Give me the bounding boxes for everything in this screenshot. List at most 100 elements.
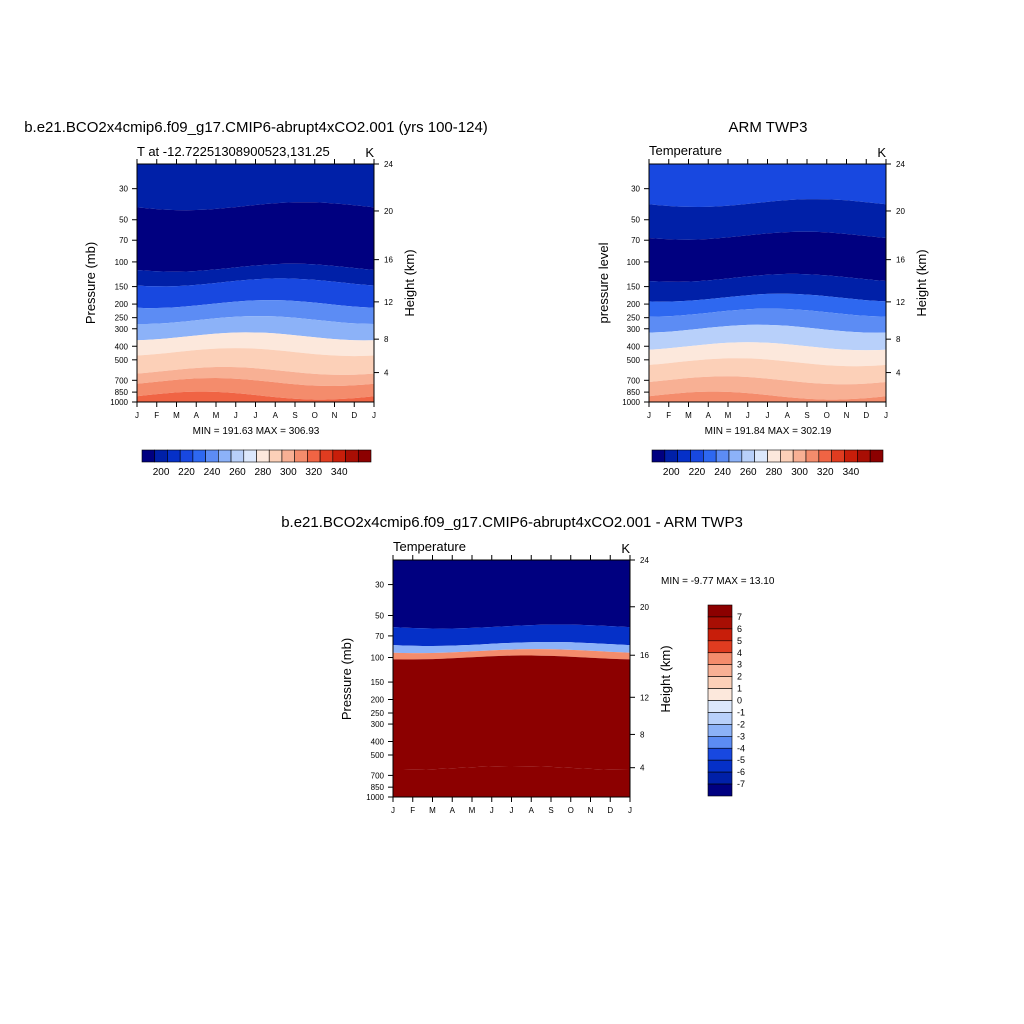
panel-title: b.e21.BCO2x4cmip6.f09_g17.CMIP6-abrupt4x… — [24, 119, 488, 136]
y-tick-label: 70 — [631, 236, 640, 245]
y-tick-label: 150 — [627, 283, 641, 292]
x-tick-label: A — [529, 806, 535, 815]
contour-bands — [649, 164, 886, 402]
contour-band — [649, 293, 886, 317]
x-tick-label: J — [135, 411, 139, 420]
axis-ticks: J F M A M J J A S O N D J 30 50 70 100 150 200 250 300 400 500… — [110, 159, 393, 420]
colorbar-tick-label: 220 — [178, 467, 195, 478]
y-tick-label: 30 — [119, 185, 128, 194]
axis-ticks: J F M A M J J A S O N D J 30 50 70 100 150 200 250 300 400 500… — [366, 555, 649, 815]
colorbar-cell — [707, 712, 733, 725]
y-axis-right-label: Height (km) — [402, 249, 417, 316]
y-right-tick-label: 12 — [896, 298, 905, 307]
y-tick-label: 200 — [115, 300, 129, 309]
x-tick-label: A — [273, 411, 279, 420]
y-tick-label: 400 — [371, 737, 385, 746]
colorbar-tick-label: -6 — [737, 767, 745, 777]
x-tick-label: O — [312, 411, 318, 420]
y-tick-label: 400 — [115, 342, 129, 351]
y-right-tick-label: 4 — [896, 369, 901, 378]
y-tick-label: 500 — [371, 751, 385, 760]
x-tick-label: J — [746, 411, 750, 420]
colorbar-tick-label: 320 — [817, 467, 834, 478]
colorbar-cell — [179, 449, 194, 463]
y-right-tick-label: 20 — [384, 207, 393, 216]
x-tick-label: A — [785, 411, 791, 420]
y-axis-label: pressure level — [596, 242, 611, 323]
y-tick-label: 30 — [631, 185, 640, 194]
colorbar-cell — [707, 783, 733, 797]
colorbar-tick-label: -2 — [737, 719, 745, 729]
panel-model: b.e21.BCO2x4cmip6.f09_g17.CMIP6-abrupt4x… — [24, 119, 488, 478]
colorbar-tick-label: 7 — [737, 612, 742, 622]
colorbar-cell — [818, 449, 832, 463]
x-tick-label: J — [628, 806, 632, 815]
x-tick-label: M — [685, 411, 692, 420]
x-tick-label: J — [647, 411, 651, 420]
colorbar-tick-label: 260 — [229, 467, 246, 478]
x-tick-label: N — [588, 806, 594, 815]
colorbar-cell — [754, 449, 768, 463]
y-tick-label: 1000 — [110, 398, 128, 407]
colorbar-tick-label: 200 — [153, 467, 170, 478]
colorbar-cell — [230, 449, 245, 463]
colorbar-cell — [294, 449, 308, 463]
y-tick-label: 250 — [371, 709, 385, 718]
colorbar-cell — [707, 688, 733, 701]
contour-band — [393, 655, 630, 770]
x-tick-label: F — [666, 411, 671, 420]
y-right-tick-label: 24 — [896, 160, 905, 169]
x-tick-label: J — [254, 411, 258, 420]
x-tick-label: J — [490, 806, 494, 815]
y-axis-right-label: Height (km) — [658, 645, 673, 712]
colorbar-cell — [141, 449, 156, 463]
colorbar-cell — [707, 676, 733, 689]
x-tick-label: O — [824, 411, 830, 420]
y-tick-label: 50 — [631, 216, 640, 225]
y-right-tick-label: 24 — [384, 160, 393, 169]
y-tick-label: 250 — [115, 314, 129, 323]
y-right-tick-label: 8 — [896, 335, 901, 344]
x-tick-label: N — [332, 411, 338, 420]
x-tick-label: M — [429, 806, 436, 815]
colorbar-tick-label: 3 — [737, 660, 742, 670]
colorbar-cell — [218, 449, 232, 463]
y-right-tick-label: 20 — [896, 207, 905, 216]
y-axis-right-label: Height (km) — [914, 249, 929, 316]
y-tick-label: 70 — [119, 236, 128, 245]
y-tick-label: 50 — [119, 216, 128, 225]
panel-observation: ARM TWP3 Temperature K J F M A M J J A S O N D J 30 50… — [596, 119, 929, 478]
colorbar-cell — [844, 449, 858, 463]
y-tick-label: 500 — [627, 356, 641, 365]
y-tick-label: 400 — [627, 342, 641, 351]
y-axis-label: Pressure (mb) — [83, 242, 98, 324]
colorbar-tick-label: 200 — [663, 467, 680, 478]
contour-band — [649, 199, 886, 240]
colorbar-tick-label: 300 — [791, 467, 808, 478]
y-tick-label: 300 — [371, 720, 385, 729]
colorbar-cell — [831, 449, 845, 463]
y-right-tick-label: 4 — [640, 764, 645, 773]
contour-band — [137, 278, 374, 309]
min-max-stats: MIN = 191.63 MAX = 306.93 — [193, 426, 320, 437]
y-tick-label: 150 — [115, 283, 129, 292]
contour-band — [649, 231, 886, 282]
contour-band — [393, 642, 630, 654]
colorbar-cell — [192, 449, 206, 463]
x-tick-label: N — [844, 411, 850, 420]
colorbar-cell — [707, 616, 733, 630]
y-right-tick-label: 8 — [384, 335, 389, 344]
y-tick-label: 100 — [627, 258, 641, 267]
colorbar-tick-label: 260 — [740, 467, 757, 478]
colorbar-cell — [690, 449, 704, 463]
panel-subtitle: Temperature — [649, 143, 722, 158]
x-tick-label: S — [292, 411, 297, 420]
x-tick-label: J — [391, 806, 395, 815]
contour-band — [649, 376, 886, 400]
y-right-tick-label: 24 — [640, 556, 649, 565]
x-tick-label: M — [725, 411, 732, 420]
units-label: K — [877, 145, 886, 160]
contour-band — [137, 164, 374, 211]
colorbar-cell — [707, 759, 733, 773]
contour-band — [393, 624, 630, 646]
